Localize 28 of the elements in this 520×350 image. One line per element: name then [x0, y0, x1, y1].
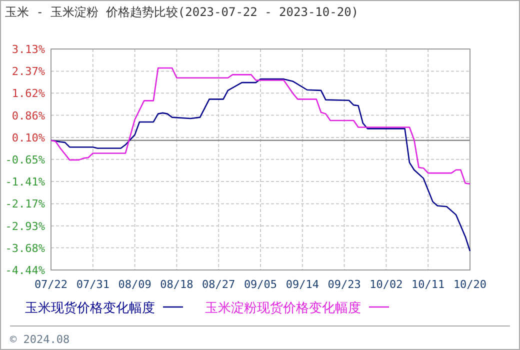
line-series — [50, 78, 471, 252]
legend-label: 玉米现货价格变化幅度 — [25, 300, 155, 316]
y-tick-label: 3.13% — [12, 43, 46, 56]
x-tick-label: 10/20 — [453, 278, 487, 291]
legend-label: 玉米淀粉现货价格变化幅度 — [205, 300, 361, 316]
x-tick-label: 07/31 — [76, 278, 110, 291]
y-tick-label: 1.62% — [12, 87, 46, 100]
line-series — [50, 67, 471, 185]
text: © 2024.08 — [10, 333, 70, 346]
y-tick-label: 2.37% — [12, 65, 46, 78]
y-tick-label: -2.17% — [5, 198, 46, 211]
y-tick-label: -3.68% — [5, 242, 46, 255]
x-tick-label: 08/18 — [160, 278, 194, 291]
x-tick-label: 10/11 — [412, 278, 445, 291]
x-tick-label: 09/05 — [244, 278, 278, 291]
x-tick-label: 09/23 — [328, 278, 361, 291]
x-tick-label: 08/27 — [202, 278, 236, 291]
y-tick-label: 0.86% — [12, 109, 46, 122]
y-tick-label: -2.93% — [5, 220, 46, 233]
chart-title: 玉米 - 玉米淀粉 价格趋势比较(2023-07-22 - 2023-10-20) — [5, 5, 359, 19]
x-tick-label: 10/02 — [370, 278, 403, 291]
y-tick-label: -4.44% — [5, 264, 46, 277]
y-tick-label: -1.41% — [5, 176, 46, 189]
y-tick-label: -0.65% — [5, 153, 46, 166]
x-tick-label: 07/22 — [34, 278, 68, 291]
x-tick-label: 09/14 — [286, 278, 320, 291]
y-tick-label: 0.10% — [12, 131, 46, 144]
x-tick-label: 08/09 — [118, 278, 152, 291]
